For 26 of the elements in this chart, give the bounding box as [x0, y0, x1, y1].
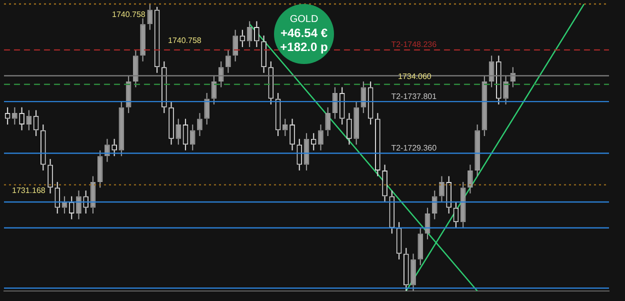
- annotation: 1731.168: [12, 186, 46, 195]
- candlestick: [468, 164, 473, 194]
- candlestick: [432, 190, 438, 220]
- candlestick: [190, 124, 196, 150]
- candlestick: [439, 176, 444, 202]
- candlestick: [40, 124, 46, 170]
- candlestick: [26, 110, 32, 130]
- ref-line-label: T2-1737.801: [391, 92, 438, 101]
- badge-circle: GOLD +46.54 € +182.0 p: [274, 4, 334, 64]
- ref-line-label: T2-1748.236: [391, 40, 438, 50]
- annotation: 1740.758: [168, 36, 202, 45]
- annotation: 1740.758: [112, 10, 146, 19]
- candlestick: [261, 36, 266, 73]
- annotation: 1734.060: [398, 72, 432, 81]
- candlestick: [48, 158, 53, 194]
- candlestick: [76, 190, 82, 220]
- candlestick: [410, 254, 416, 291]
- candlestick: [197, 113, 202, 136]
- annotation: +182.0 p: [279, 40, 329, 54]
- annotation: GOLD: [288, 14, 320, 26]
- candlestick: [310, 133, 316, 150]
- candlestick: [318, 124, 324, 150]
- ref-line-label: T2-1729.360: [391, 143, 438, 152]
- candlestick: [290, 118, 295, 150]
- annotation: +46.54 €: [279, 26, 329, 40]
- candlestick: [168, 102, 174, 145]
